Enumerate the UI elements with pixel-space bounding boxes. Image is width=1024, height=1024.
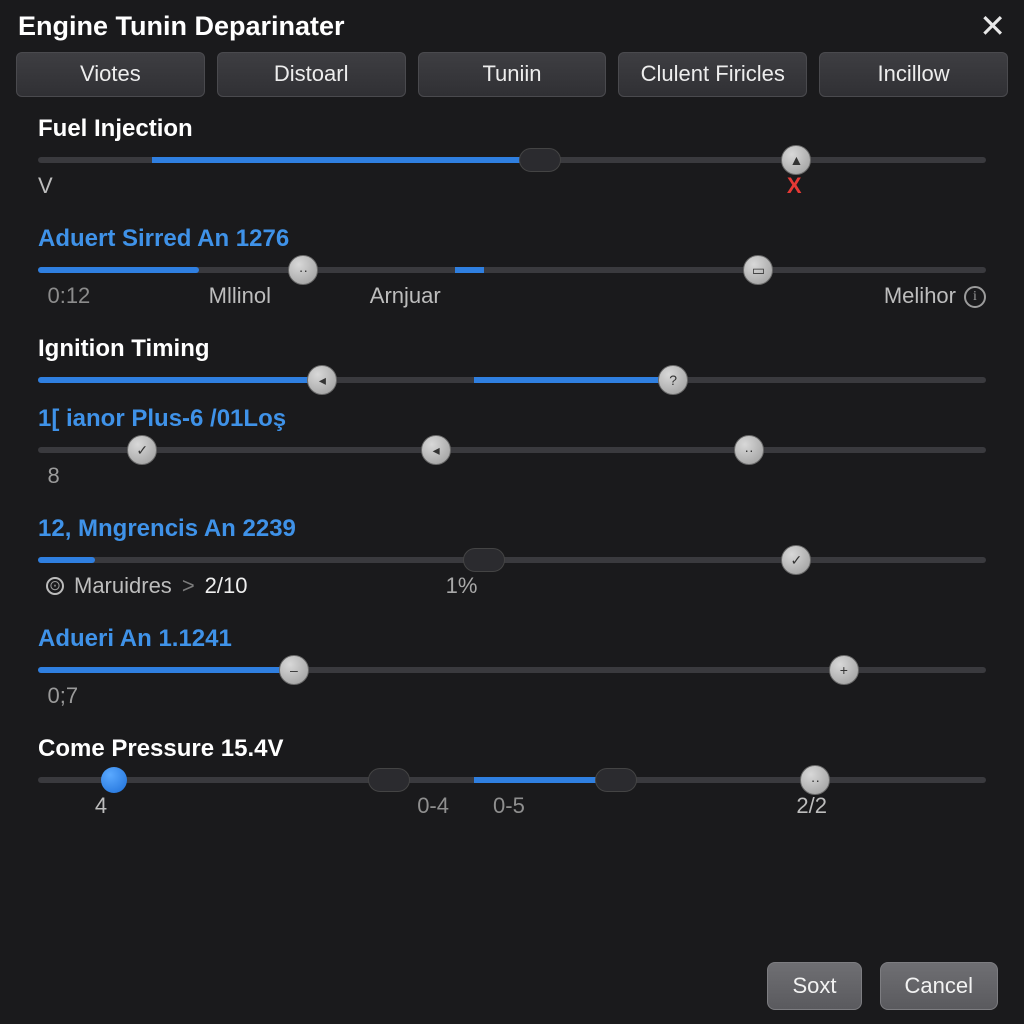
aduert-fill-short bbox=[455, 267, 483, 273]
pressure-label-22: 2/2 bbox=[796, 793, 827, 819]
ianor-slider[interactable]: ✓ ◂ ·· bbox=[38, 447, 986, 453]
section-title: Adueri An 1.1241 bbox=[38, 625, 986, 653]
fuel-marker-knob[interactable]: ▲ bbox=[781, 145, 811, 175]
adueri-fill bbox=[38, 667, 284, 673]
mngre-fill bbox=[38, 557, 95, 563]
ianor-knob-1[interactable]: ✓ bbox=[127, 435, 157, 465]
aduert-label-mel: Melihor i bbox=[884, 283, 986, 309]
tab-strip: Viotes Distoarl Tuniin Clulent Firicles … bbox=[14, 52, 1010, 111]
section-fuel-injection: Fuel Injection ▲ V X bbox=[38, 115, 986, 203]
ignition-knob-2[interactable]: ? bbox=[658, 365, 688, 395]
ianor-knob-3[interactable]: ·· bbox=[734, 435, 764, 465]
tab-viotes[interactable]: Viotes bbox=[16, 52, 205, 97]
maruidres-label: Maruidres bbox=[74, 573, 172, 599]
fuel-thumb-dark[interactable] bbox=[519, 148, 561, 172]
mngre-knob[interactable]: ✓ bbox=[781, 545, 811, 575]
mngre-slider[interactable]: ✓ bbox=[38, 557, 986, 563]
info-icon[interactable]: i bbox=[964, 286, 986, 308]
aduert-label-mil: Mllinol bbox=[209, 283, 271, 309]
ianor-label-8: 8 bbox=[47, 463, 59, 489]
aduert-knob-1[interactable]: ·· bbox=[288, 255, 318, 285]
ianor-knob-2[interactable]: ◂ bbox=[421, 435, 451, 465]
section-title: Ignition Timing bbox=[38, 335, 986, 363]
ignition-fill-right bbox=[474, 377, 673, 383]
aduert-knob-2[interactable]: ▭ bbox=[743, 255, 773, 285]
pressure-thumb-dark-2[interactable] bbox=[595, 768, 637, 792]
soxt-button[interactable]: Soxt bbox=[767, 962, 861, 1010]
ianor-labels: 8 bbox=[38, 463, 986, 493]
fuel-fill bbox=[152, 157, 541, 163]
fuel-label-v: V bbox=[38, 173, 53, 199]
adueri-slider[interactable]: – + bbox=[38, 667, 986, 673]
mngre-thumb-dark[interactable] bbox=[463, 548, 505, 572]
pressure-label-04: 0-4 bbox=[417, 793, 449, 819]
titlebar: Engine Tunin Deparinater ✕ bbox=[14, 10, 1010, 52]
pressure-label-4: 4 bbox=[95, 793, 107, 819]
section-ianor-plus: 1[ ianor Plus-6 /01Loş ✓ ◂ ·· 8 bbox=[38, 405, 986, 493]
ignition-fill-left bbox=[38, 377, 322, 383]
section-adueri: Adueri An 1.1241 – + 0;7 bbox=[38, 625, 986, 713]
pressure-labels: 4 0-4 0-5 2/2 bbox=[38, 793, 986, 823]
chevron-right-icon: > bbox=[182, 573, 195, 599]
pressure-knob-grey[interactable]: ·· bbox=[800, 765, 830, 795]
section-title: Fuel Injection bbox=[38, 115, 986, 143]
section-come-pressure: Come Pressure 15.4V ·· 4 0-4 0-5 2/2 bbox=[38, 735, 986, 823]
section-aduert-sirred: Aduert Sirred An 1276 ·· ▭ 0:12 Mllinol … bbox=[38, 225, 986, 313]
aduert-label-arn: Arnjuar bbox=[370, 283, 441, 309]
aduert-labels: 0:12 Mllinol Arnjuar Melihor i bbox=[38, 283, 986, 313]
mngre-labels: ⊙ Maruidres > 2/10 1% bbox=[38, 573, 986, 603]
target-icon: ⊙ bbox=[46, 577, 64, 595]
ignition-knob-1[interactable]: ◂ bbox=[307, 365, 337, 395]
tab-clulent[interactable]: Clulent Firicles bbox=[618, 52, 807, 97]
fuel-slider[interactable]: ▲ bbox=[38, 157, 986, 163]
tab-tuniin[interactable]: Tuniin bbox=[418, 52, 607, 97]
tab-incillow[interactable]: Incillow bbox=[819, 52, 1008, 97]
maruidres-ratio: 2/10 bbox=[205, 573, 248, 599]
cancel-button[interactable]: Cancel bbox=[880, 962, 998, 1010]
button-row: Soxt Cancel bbox=[14, 950, 1010, 1010]
pressure-slider[interactable]: ·· bbox=[38, 777, 986, 783]
pressure-knob-blue[interactable] bbox=[101, 767, 127, 793]
aduert-fill bbox=[38, 267, 199, 273]
section-mngrencis: 12, Mngrencis An 2239 ✓ ⊙ Maruidres > 2/… bbox=[38, 515, 986, 603]
tuning-window: Engine Tunin Deparinater ✕ Viotes Distoa… bbox=[0, 0, 1024, 1024]
adueri-label-07: 0;7 bbox=[47, 683, 78, 709]
section-title: Come Pressure 15.4V bbox=[38, 735, 986, 763]
section-title: Aduert Sirred An 1276 bbox=[38, 225, 986, 253]
section-ignition-timing: Ignition Timing ◂ ? bbox=[38, 335, 986, 383]
adueri-knob-2[interactable]: + bbox=[829, 655, 859, 685]
close-icon[interactable]: ✕ bbox=[979, 10, 1006, 42]
pressure-thumb-dark-1[interactable] bbox=[368, 768, 410, 792]
tab-distoarl[interactable]: Distoarl bbox=[217, 52, 406, 97]
aduert-label-mel-text: Melihor bbox=[884, 283, 956, 308]
section-title: 1[ ianor Plus-6 /01Loş bbox=[38, 405, 986, 433]
fuel-labels: V X bbox=[38, 173, 986, 203]
pressure-label-05: 0-5 bbox=[493, 793, 525, 819]
content-area: Fuel Injection ▲ V X Aduert Sirred An 12… bbox=[14, 111, 1010, 950]
aduert-slider[interactable]: ·· ▭ bbox=[38, 267, 986, 273]
mngre-pct: 1% bbox=[446, 573, 478, 599]
fuel-red-x-icon: X bbox=[787, 173, 802, 199]
adueri-knob-1[interactable]: – bbox=[279, 655, 309, 685]
window-title: Engine Tunin Deparinater bbox=[18, 11, 345, 42]
ignition-slider[interactable]: ◂ ? bbox=[38, 377, 986, 383]
maruidres-group: ⊙ Maruidres > 2/10 bbox=[38, 573, 248, 599]
adueri-labels: 0;7 bbox=[38, 683, 986, 713]
aduert-label-012: 0:12 bbox=[47, 283, 90, 309]
section-title: 12, Mngrencis An 2239 bbox=[38, 515, 986, 543]
